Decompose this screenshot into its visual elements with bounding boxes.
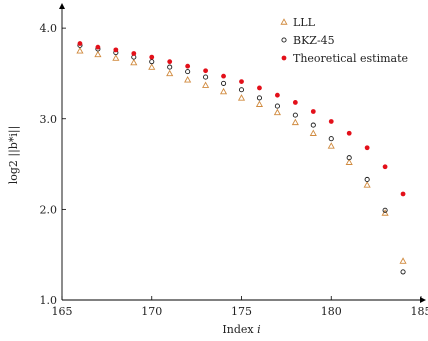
data-point-theoretical-estimate: [257, 85, 262, 91]
data-point-lll: [291, 118, 299, 126]
data-point-bkz-45: [346, 155, 352, 161]
x-tick-label: 180: [321, 305, 342, 318]
data-point-lll: [112, 54, 120, 61]
data-point-theoretical-estimate: [310, 109, 316, 114]
x-axis-label-variable: i: [257, 323, 261, 336]
y-tick-label: 4.0: [40, 22, 58, 35]
data-point-lll: [273, 108, 281, 116]
data-point-lll: [148, 63, 156, 70]
legend: LLL BKZ-45 Theoretical estimate: [280, 16, 408, 65]
data-point-lll: [166, 69, 174, 77]
data-point-bkz-45: [364, 176, 370, 183]
series-lll: [76, 47, 407, 264]
data-point-theoretical-estimate: [131, 51, 137, 56]
data-point-lll: [130, 58, 138, 66]
data-point-lll: [76, 47, 84, 54]
legend-marker-theoretical-estimate: [281, 55, 287, 61]
data-point-theoretical-estimate: [95, 44, 101, 50]
data-point-theoretical-estimate: [382, 164, 388, 170]
data-point-lll: [363, 181, 371, 188]
data-point-theoretical-estimate: [292, 100, 298, 105]
x-tick-label: 165: [52, 305, 73, 318]
data-point-lll: [309, 129, 317, 136]
legend-marker-bkz-45: [281, 37, 287, 43]
data-point-bkz-45: [400, 269, 406, 275]
data-point-theoretical-estimate: [203, 68, 209, 74]
data-point-theoretical-estimate: [400, 191, 406, 197]
data-point-bkz-45: [238, 87, 245, 93]
legend-label-lll: LLL: [293, 16, 316, 29]
y-axis-label: log2 ||b*i||: [7, 126, 21, 185]
data-point-theoretical-estimate: [328, 119, 334, 124]
x-tick-label: 185: [411, 305, 428, 318]
data-point-bkz-45: [167, 64, 173, 70]
data-point-bkz-45: [149, 59, 155, 65]
data-point-lll: [327, 142, 335, 149]
data-point-lll: [255, 100, 264, 107]
data-point-bkz-45: [310, 122, 316, 128]
data-point-theoretical-estimate: [239, 79, 244, 84]
data-point-lll: [94, 50, 102, 58]
data-point-theoretical-estimate: [185, 63, 191, 69]
data-point-lll: [381, 209, 389, 216]
ticks: 165 170 175 180 185 1.0 2.0 3.0 4.0: [40, 22, 428, 318]
data-point-bkz-45: [256, 95, 263, 101]
data-point-bkz-45: [292, 112, 298, 118]
data-point-theoretical-estimate: [113, 47, 119, 53]
legend-label-bkz-45: BKZ-45: [293, 34, 335, 47]
series-bkz-45: [77, 42, 406, 275]
data-point-lll: [399, 257, 407, 264]
data-point-bkz-45: [328, 136, 334, 142]
x-axis-arrow: [420, 297, 426, 303]
data-point-theoretical-estimate: [221, 73, 226, 79]
x-axis-label: Index i: [222, 323, 260, 336]
x-tick-label: 175: [231, 305, 252, 318]
data-point-theoretical-estimate: [149, 54, 155, 60]
axes: [59, 3, 426, 303]
series-theoretical-estimate: [77, 41, 406, 197]
data-point-theoretical-estimate: [275, 92, 280, 98]
y-tick-label: 1.0: [40, 294, 58, 307]
data-point-bkz-45: [382, 207, 388, 213]
data-point-lll: [345, 158, 353, 165]
legend-label-theoretical-estimate: Theoretical estimate: [293, 52, 408, 65]
data-point-lll: [237, 94, 246, 101]
data-point-lll: [202, 81, 210, 88]
data-points: [76, 41, 407, 275]
data-point-bkz-45: [203, 74, 209, 80]
legend-marker-lll: [280, 18, 288, 25]
data-point-theoretical-estimate: [364, 145, 370, 151]
data-point-lll: [219, 87, 228, 95]
y-tick-label: 2.0: [40, 203, 58, 216]
x-tick-label: 170: [141, 305, 162, 318]
data-point-bkz-45: [185, 69, 191, 75]
data-point-theoretical-estimate: [167, 59, 173, 65]
y-axis-arrow: [59, 3, 65, 9]
data-point-theoretical-estimate: [77, 41, 83, 46]
data-point-bkz-45: [274, 103, 280, 109]
data-point-bkz-45: [220, 80, 227, 86]
y-tick-label: 3.0: [40, 113, 58, 126]
data-point-theoretical-estimate: [346, 130, 352, 136]
data-point-lll: [184, 76, 192, 83]
